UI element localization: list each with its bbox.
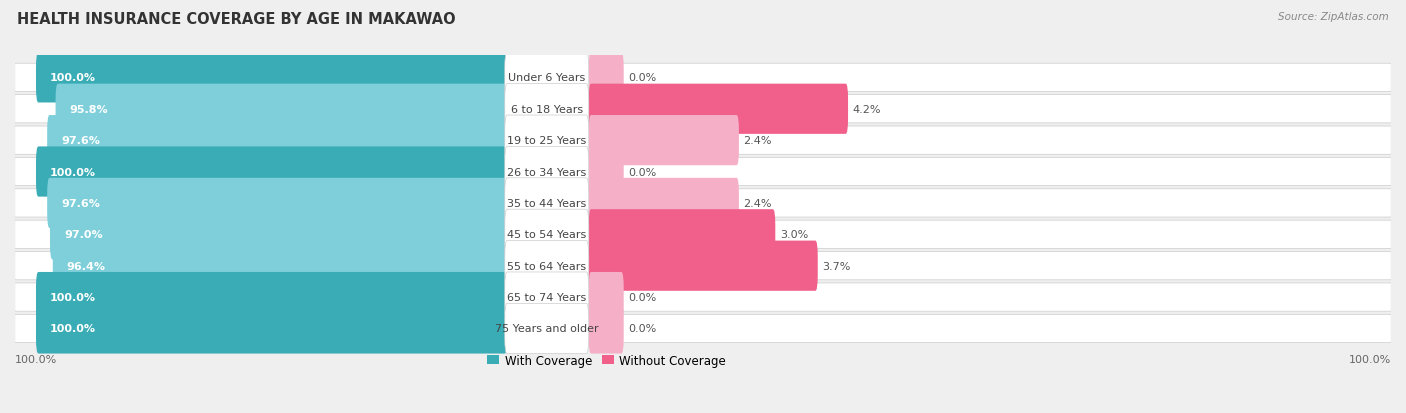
Text: 100.0%: 100.0% <box>51 292 96 302</box>
FancyBboxPatch shape <box>15 252 1391 280</box>
FancyBboxPatch shape <box>53 241 508 291</box>
Text: 100.0%: 100.0% <box>51 324 96 334</box>
FancyBboxPatch shape <box>56 84 508 135</box>
FancyBboxPatch shape <box>15 221 1391 249</box>
FancyBboxPatch shape <box>505 272 589 323</box>
FancyBboxPatch shape <box>15 283 1391 311</box>
Text: Under 6 Years: Under 6 Years <box>508 73 585 83</box>
Text: 6 to 18 Years: 6 to 18 Years <box>510 104 583 114</box>
Text: 26 to 34 Years: 26 to 34 Years <box>508 167 586 177</box>
Text: 65 to 74 Years: 65 to 74 Years <box>508 292 586 302</box>
Text: 100.0%: 100.0% <box>1348 354 1391 364</box>
FancyBboxPatch shape <box>589 210 775 260</box>
FancyBboxPatch shape <box>589 147 624 197</box>
Text: 19 to 25 Years: 19 to 25 Years <box>508 136 586 146</box>
Text: 3.7%: 3.7% <box>823 261 851 271</box>
FancyBboxPatch shape <box>505 84 589 135</box>
Text: 35 to 44 Years: 35 to 44 Years <box>508 198 586 209</box>
Text: 96.4%: 96.4% <box>66 261 105 271</box>
FancyBboxPatch shape <box>37 272 508 323</box>
Text: 100.0%: 100.0% <box>15 354 58 364</box>
Text: 2.4%: 2.4% <box>744 198 772 209</box>
Text: 4.2%: 4.2% <box>852 104 882 114</box>
Text: 0.0%: 0.0% <box>628 324 657 334</box>
FancyBboxPatch shape <box>15 64 1391 92</box>
Text: 97.6%: 97.6% <box>62 136 100 146</box>
FancyBboxPatch shape <box>505 53 589 103</box>
Text: 0.0%: 0.0% <box>628 167 657 177</box>
FancyBboxPatch shape <box>589 116 740 166</box>
FancyBboxPatch shape <box>589 84 848 135</box>
FancyBboxPatch shape <box>505 304 589 354</box>
Text: 0.0%: 0.0% <box>628 73 657 83</box>
FancyBboxPatch shape <box>589 304 624 354</box>
FancyBboxPatch shape <box>505 116 589 166</box>
FancyBboxPatch shape <box>589 272 624 323</box>
Text: 3.0%: 3.0% <box>780 230 808 240</box>
Text: 0.0%: 0.0% <box>628 292 657 302</box>
FancyBboxPatch shape <box>15 127 1391 155</box>
FancyBboxPatch shape <box>505 178 589 228</box>
Text: 97.0%: 97.0% <box>65 230 103 240</box>
FancyBboxPatch shape <box>15 315 1391 343</box>
FancyBboxPatch shape <box>589 241 818 291</box>
Text: 100.0%: 100.0% <box>51 73 96 83</box>
FancyBboxPatch shape <box>505 241 589 291</box>
Legend: With Coverage, Without Coverage: With Coverage, Without Coverage <box>482 349 731 372</box>
FancyBboxPatch shape <box>37 147 508 197</box>
Text: 97.6%: 97.6% <box>62 198 100 209</box>
FancyBboxPatch shape <box>15 189 1391 218</box>
FancyBboxPatch shape <box>589 178 740 228</box>
Text: 55 to 64 Years: 55 to 64 Years <box>508 261 586 271</box>
FancyBboxPatch shape <box>505 210 589 260</box>
FancyBboxPatch shape <box>15 158 1391 186</box>
FancyBboxPatch shape <box>37 304 508 354</box>
FancyBboxPatch shape <box>51 210 508 260</box>
Text: 2.4%: 2.4% <box>744 136 772 146</box>
FancyBboxPatch shape <box>505 147 589 197</box>
FancyBboxPatch shape <box>48 116 508 166</box>
FancyBboxPatch shape <box>37 53 508 103</box>
Text: HEALTH INSURANCE COVERAGE BY AGE IN MAKAWAO: HEALTH INSURANCE COVERAGE BY AGE IN MAKA… <box>17 12 456 27</box>
FancyBboxPatch shape <box>48 178 508 228</box>
FancyBboxPatch shape <box>15 95 1391 123</box>
Text: Source: ZipAtlas.com: Source: ZipAtlas.com <box>1278 12 1389 22</box>
Text: 45 to 54 Years: 45 to 54 Years <box>508 230 586 240</box>
Text: 100.0%: 100.0% <box>51 167 96 177</box>
FancyBboxPatch shape <box>589 53 624 103</box>
Text: 95.8%: 95.8% <box>69 104 108 114</box>
Text: 75 Years and older: 75 Years and older <box>495 324 599 334</box>
